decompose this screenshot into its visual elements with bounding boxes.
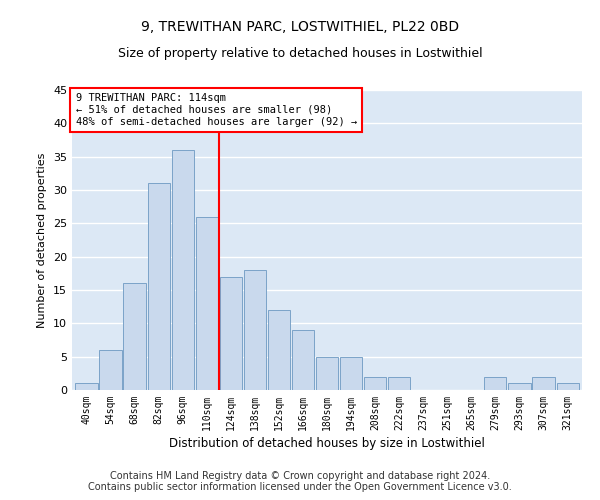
Bar xyxy=(244,270,266,390)
Bar xyxy=(148,184,170,390)
Bar xyxy=(388,376,410,390)
Bar xyxy=(172,150,194,390)
Bar xyxy=(292,330,314,390)
Bar xyxy=(364,376,386,390)
Bar xyxy=(220,276,242,390)
Bar xyxy=(484,376,506,390)
Bar xyxy=(316,356,338,390)
Text: Contains HM Land Registry data © Crown copyright and database right 2024.
Contai: Contains HM Land Registry data © Crown c… xyxy=(88,471,512,492)
Text: 9 TREWITHAN PARC: 114sqm
← 51% of detached houses are smaller (98)
48% of semi-d: 9 TREWITHAN PARC: 114sqm ← 51% of detach… xyxy=(76,94,357,126)
Text: Size of property relative to detached houses in Lostwithiel: Size of property relative to detached ho… xyxy=(118,48,482,60)
Y-axis label: Number of detached properties: Number of detached properties xyxy=(37,152,47,328)
X-axis label: Distribution of detached houses by size in Lostwithiel: Distribution of detached houses by size … xyxy=(169,437,485,450)
Text: 9, TREWITHAN PARC, LOSTWITHIEL, PL22 0BD: 9, TREWITHAN PARC, LOSTWITHIEL, PL22 0BD xyxy=(141,20,459,34)
Bar xyxy=(196,216,218,390)
Bar xyxy=(100,350,122,390)
Bar xyxy=(532,376,554,390)
Bar xyxy=(340,356,362,390)
Bar xyxy=(557,384,578,390)
Bar xyxy=(76,384,98,390)
Bar xyxy=(268,310,290,390)
Bar xyxy=(124,284,146,390)
Bar xyxy=(508,384,530,390)
